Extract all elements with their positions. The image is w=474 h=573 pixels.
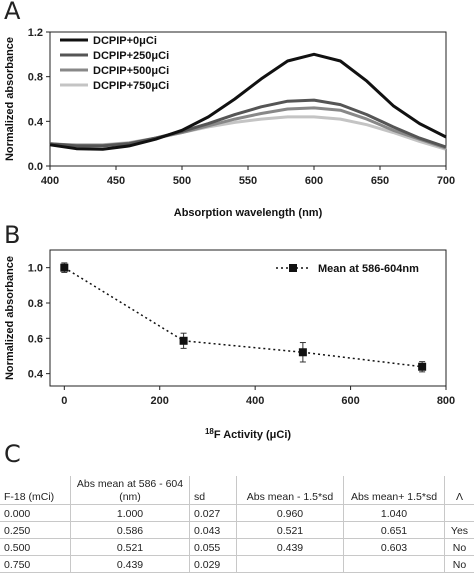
table-cell: 1.040	[344, 505, 445, 522]
legend-label: DCPIP+750μCi	[93, 80, 169, 92]
table-row: 0.750 0.439 0.029 No	[0, 556, 474, 573]
table-cell: 0.960	[237, 505, 344, 522]
table-cell: No	[445, 556, 474, 573]
x-tick-label: 200	[151, 395, 169, 407]
y-tick-label: 1.2	[28, 27, 43, 39]
table-cell: Yes	[445, 522, 474, 539]
table-cell: 0.029	[190, 556, 237, 573]
series-dotted-line	[64, 268, 422, 367]
header-abs-plus: Abs mean+ 1.5*sd	[344, 476, 445, 505]
y-axis-title: Normalized absorbance	[4, 37, 16, 161]
table-cell: 0.439	[237, 539, 344, 556]
x-axis-title-main: F Activity (μCi)	[214, 429, 292, 441]
x-axis-title: 18F Activity (μCi)	[205, 427, 291, 442]
table-cell: No	[445, 539, 474, 556]
table-cell: 0.500	[0, 539, 71, 556]
table-cell: 0.043	[190, 522, 237, 539]
y-tick-label: 0.0	[28, 161, 43, 173]
table-cell: 0.521	[71, 539, 190, 556]
x-tick-label: 800	[437, 395, 455, 407]
y-tick-label: 0.6	[28, 333, 43, 345]
header-f18: F-18 (mCi)	[0, 476, 71, 505]
y-tick-label: 1.0	[28, 263, 43, 275]
x-tick-label: 0	[61, 395, 67, 407]
table-row: 0.000 1.000 0.027 0.960 1.040	[0, 505, 474, 522]
table-cell	[237, 556, 344, 573]
x-tick-label: 700	[437, 175, 455, 187]
table-cell: 0.750	[0, 556, 71, 573]
y-axis-title: Normalized absorbance	[4, 256, 16, 380]
data-point	[299, 348, 307, 356]
y-tick-label: 0.4	[28, 116, 44, 128]
x-tick-label: 400	[41, 175, 59, 187]
table-cell: 0.521	[237, 522, 344, 539]
data-point	[418, 363, 426, 371]
table-cell	[445, 505, 474, 522]
legend-label: DCPIP+0μCi	[93, 35, 157, 47]
legend-label: DCPIP+250μCi	[93, 50, 169, 62]
absorbance-spectrum-chart: 400 450 500 550 600 650 700 0.0 0.4 0.8 1.2 Absorpt…	[0, 0, 474, 226]
table-cell: 0.439	[71, 556, 190, 573]
table-cell: 0.055	[190, 539, 237, 556]
x-tick-label: 600	[305, 175, 323, 187]
x-axis-title: Absorption wavelength (nm)	[174, 207, 323, 219]
legend-marker	[289, 264, 297, 272]
data-point	[60, 264, 68, 272]
header-lambda: Λ	[445, 476, 474, 505]
x-tick-label: 600	[341, 395, 359, 407]
table-cell: 0.000	[0, 505, 71, 522]
absorbance-table: F-18 (mCi) Abs mean at 586 - 604 (nm) sd…	[0, 476, 474, 573]
table-cell: 0.586	[71, 522, 190, 539]
table-row: 0.500 0.521 0.055 0.439 0.603 No	[0, 539, 474, 556]
legend-label: Mean at 586-604nm	[318, 263, 419, 275]
table-cell: 1.000	[71, 505, 190, 522]
table-header-row: F-18 (mCi) Abs mean at 586 - 604 (nm) sd…	[0, 476, 474, 505]
header-abs-minus: Abs mean - 1.5*sd	[237, 476, 344, 505]
table-cell: 0.651	[344, 522, 445, 539]
table-cell: 0.027	[190, 505, 237, 522]
x-tick-label: 400	[246, 395, 264, 407]
header-sd: sd	[190, 476, 237, 505]
header-abs-mean: Abs mean at 586 - 604 (nm)	[71, 476, 190, 505]
x-tick-label: 550	[239, 175, 257, 187]
x-tick-label: 450	[107, 175, 125, 187]
series-line	[50, 108, 446, 148]
data-point	[180, 337, 188, 345]
x-tick-label: 650	[371, 175, 389, 187]
x-tick-label: 500	[173, 175, 191, 187]
y-tick-label: 0.8	[28, 72, 43, 84]
series-line	[50, 100, 446, 147]
table-cell: 0.603	[344, 539, 445, 556]
table-cell: 0.250	[0, 522, 71, 539]
table-row: 0.250 0.586 0.043 0.521 0.651 Yes	[0, 522, 474, 539]
y-tick-label: 0.4	[28, 369, 44, 381]
legend-label: DCPIP+500μCi	[93, 65, 169, 77]
y-tick-label: 0.8	[28, 298, 43, 310]
table-cell	[344, 556, 445, 573]
absorbance-vs-activity-chart: 0 200 400 600 800 0.4 0.6 0.8 1.0 18F Activity (μ…	[0, 226, 474, 448]
